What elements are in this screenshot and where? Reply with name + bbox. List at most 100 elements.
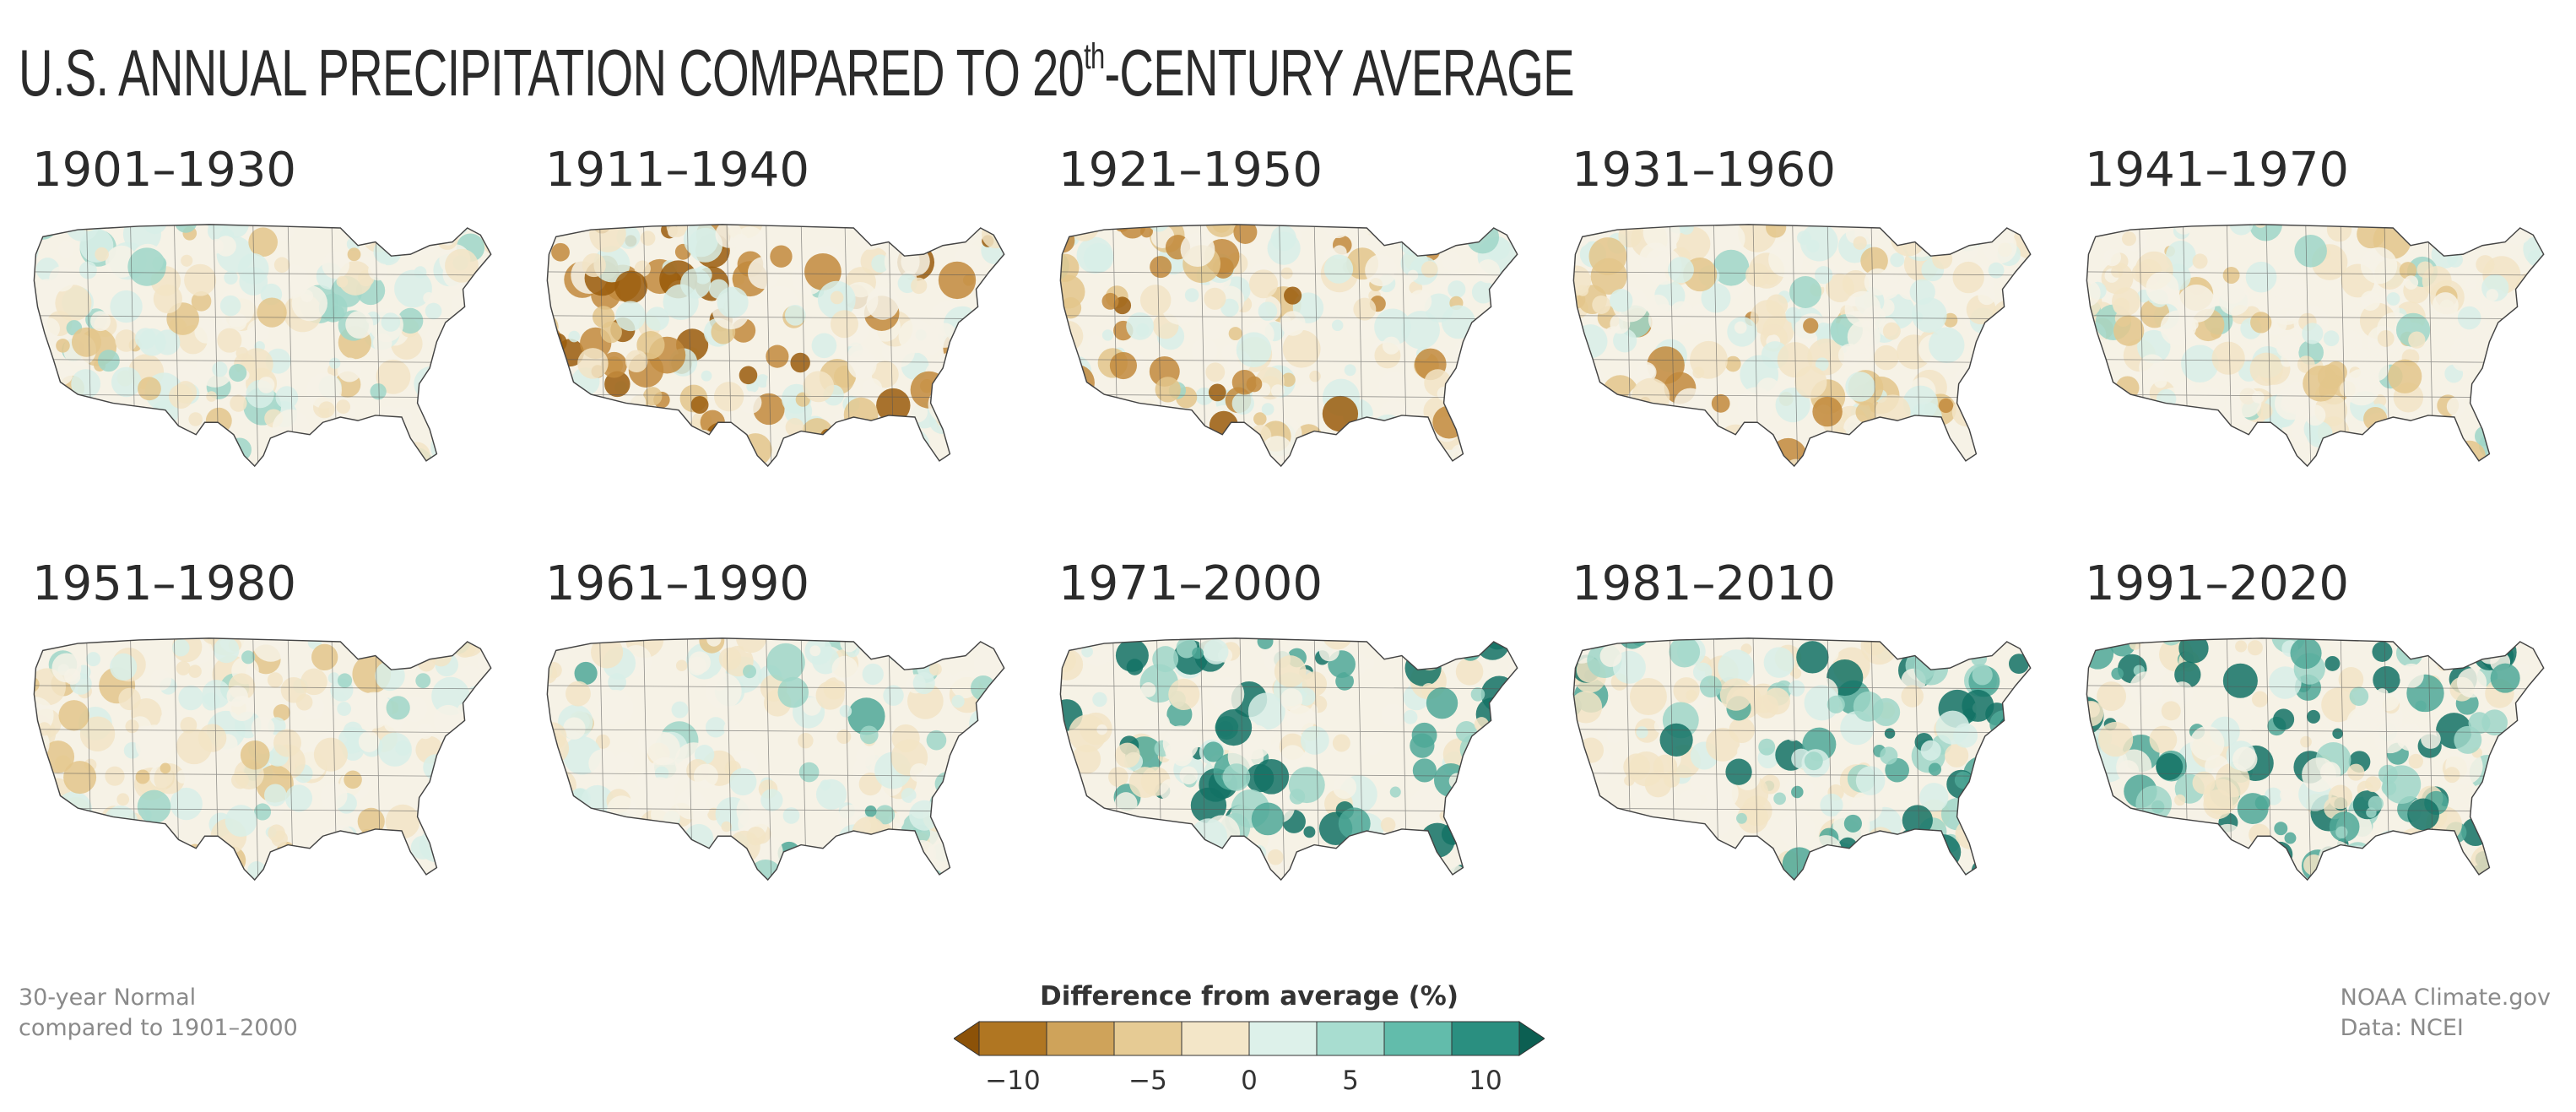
precip-blob	[593, 876, 613, 881]
precip-blob	[1466, 224, 1500, 254]
precip-blob	[652, 448, 691, 467]
precip-blob	[2332, 728, 2344, 740]
state-boundary	[547, 729, 1004, 734]
precip-blob	[2226, 450, 2248, 467]
precip-blob	[1300, 725, 1329, 755]
map-panel: 1991–2020	[2078, 557, 2576, 929]
precip-blob	[191, 290, 212, 312]
precip-blob	[2174, 433, 2210, 467]
precip-blob	[95, 247, 109, 262]
state-boundary	[1060, 315, 1518, 320]
precip-blob	[1284, 286, 1302, 305]
precip-blob	[1088, 224, 1103, 231]
precip-blob	[1129, 857, 1155, 881]
precip-blob	[1389, 637, 1404, 642]
precip-blob	[739, 391, 762, 415]
precip-blob	[320, 782, 348, 810]
precip-blob	[815, 778, 847, 810]
precip-blob	[1815, 357, 1829, 372]
precip-blob	[2249, 352, 2283, 386]
precip-blob	[2125, 853, 2139, 866]
precip-blob	[90, 311, 111, 332]
precip-blob	[1990, 350, 2008, 368]
precip-blob	[1584, 452, 1615, 467]
state-boundary	[34, 359, 491, 364]
precip-blob	[2086, 442, 2113, 467]
precip-blob	[1267, 849, 1284, 865]
precip-blob	[567, 823, 579, 835]
precip-blob	[49, 266, 75, 292]
precip-blob	[1737, 744, 1751, 759]
precip-blob	[2251, 691, 2269, 708]
precip-blob	[478, 404, 491, 424]
precip-blob	[2422, 420, 2445, 444]
precip-blob	[2086, 351, 2108, 388]
precip-blob	[1494, 390, 1508, 404]
state-boundary	[1573, 773, 2031, 778]
precip-blob	[1636, 726, 1648, 739]
precip-blob	[2110, 807, 2145, 842]
precip-blob	[830, 310, 858, 339]
precip-blob	[266, 437, 290, 462]
precip-blob	[1629, 678, 1667, 716]
precip-blob	[279, 850, 302, 873]
precip-blob	[885, 421, 911, 447]
precip-blob	[461, 767, 479, 785]
precip-blob	[2086, 445, 2089, 466]
precip-blob	[595, 734, 610, 749]
precip-blob	[1128, 873, 1154, 881]
precip-blob	[1982, 839, 2020, 876]
precip-blob	[2304, 404, 2326, 426]
precip-blob	[347, 247, 361, 262]
precip-blob	[2365, 776, 2381, 793]
precip-blob	[1469, 778, 1496, 805]
precip-blob	[2024, 224, 2031, 236]
precip-blob	[1928, 637, 1958, 649]
precip-blob	[2519, 293, 2544, 330]
precip-blob	[141, 437, 171, 467]
precip-blob	[61, 459, 74, 467]
precip-blob	[2189, 420, 2227, 459]
precip-blob	[1718, 649, 1755, 686]
precip-blob	[2102, 837, 2125, 860]
legend-swatch	[978, 1021, 1047, 1056]
precip-blob	[1176, 637, 1198, 659]
precip-blob	[221, 224, 249, 238]
precip-blob	[300, 290, 314, 302]
period-label: 1971–2000	[1058, 556, 1323, 611]
precip-blob	[1399, 417, 1422, 441]
precip-blob	[1599, 645, 1622, 667]
precip-blob	[705, 717, 727, 738]
precip-blob	[1147, 224, 1170, 232]
precip-blob	[432, 372, 455, 396]
precip-blob	[2187, 870, 2213, 881]
precip-blob	[347, 442, 360, 455]
precip-blob	[1509, 876, 1518, 881]
state-boundary	[800, 637, 807, 881]
precip-blob	[2100, 869, 2114, 881]
precip-blob	[1782, 847, 1816, 881]
precip-blob	[2432, 292, 2459, 319]
precip-blob	[2192, 771, 2216, 795]
precip-blob	[2111, 265, 2124, 278]
precip-blob	[2135, 410, 2172, 447]
map-panel: 1971–2000	[1052, 557, 1558, 929]
precip-blob	[735, 637, 767, 654]
precip-blob	[1592, 295, 1611, 314]
us-precipitation-map	[33, 637, 492, 881]
precip-blob	[158, 871, 171, 881]
precip-blob	[458, 323, 484, 350]
precip-blob	[2372, 641, 2393, 662]
precip-blob	[1246, 376, 1263, 393]
precip-blob	[1342, 451, 1375, 467]
precip-blob	[225, 871, 248, 881]
precip-blob	[1951, 224, 1985, 244]
precip-blob	[1929, 230, 1954, 255]
precip-blob	[2382, 765, 2422, 804]
precip-blob	[1487, 438, 1513, 464]
precip-blob	[1155, 409, 1188, 442]
precip-blob	[1705, 776, 1739, 811]
precip-blob	[1482, 350, 1505, 374]
legend-title: Difference from average (%)	[1040, 981, 1458, 1012]
precip-blob	[2086, 432, 2096, 462]
